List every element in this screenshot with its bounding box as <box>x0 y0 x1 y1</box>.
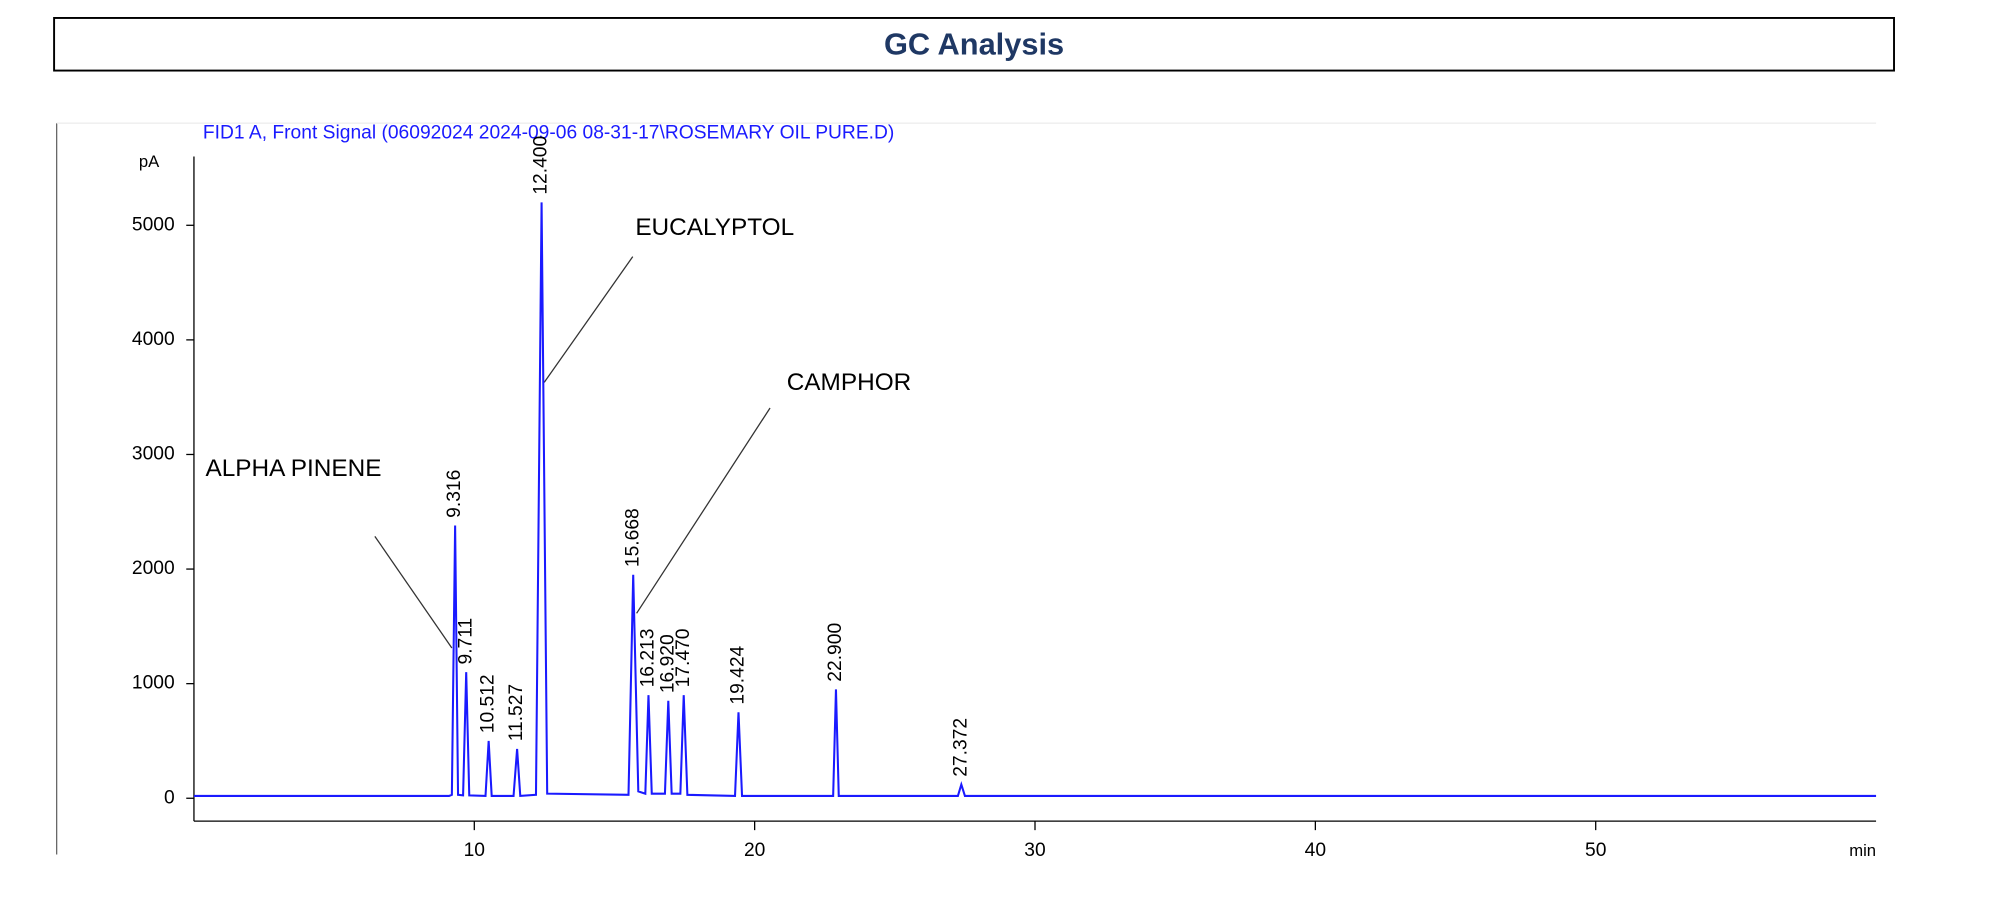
y-tick-label: 1000 <box>132 673 175 694</box>
annotation-leader <box>374 535 453 649</box>
x-tick-label: 50 <box>1585 840 1606 861</box>
peak-label: 10.512 <box>478 674 499 733</box>
x-tick-label: 40 <box>1305 840 1326 861</box>
annotation-leader <box>543 256 634 383</box>
annotation: CAMPHOR <box>787 369 912 396</box>
y-tick-label: 3000 <box>132 444 175 465</box>
peak-label: 19.424 <box>728 645 749 704</box>
peak-label: 22.900 <box>825 623 846 682</box>
peak-label: 11.527 <box>506 684 527 741</box>
y-tick-label: 4000 <box>132 329 175 350</box>
y-tick-label: 5000 <box>132 214 175 235</box>
signal-line <box>193 202 1877 798</box>
peak-label: 17.470 <box>673 629 694 688</box>
x-tick-label: 10 <box>464 840 485 861</box>
peak-label: 12.400 <box>531 136 552 195</box>
chart-subtitle: FID1 A, Front Signal (06092024 2024-09-0… <box>203 123 894 144</box>
peak-label: 27.372 <box>950 718 971 777</box>
x-tick-label: 20 <box>744 840 765 861</box>
peak-label: 9.316 <box>444 470 465 518</box>
title-box <box>53 17 1895 72</box>
x-axis-label: min <box>1849 841 1876 860</box>
annotation: EUCALYPTOL <box>635 214 794 241</box>
peak-label: 15.668 <box>622 508 643 567</box>
annotation-leader <box>636 407 771 614</box>
y-tick-label: 0 <box>164 787 175 808</box>
y-axis-label: pA <box>139 152 160 171</box>
chart-title: GC Analysis <box>884 26 1064 61</box>
peak-label: 16.920 <box>657 634 678 693</box>
y-tick-label: 2000 <box>132 558 175 579</box>
peak-label: 9.711 <box>455 618 476 665</box>
peak-label: 16.213 <box>638 629 659 688</box>
x-tick-label: 30 <box>1024 840 1045 861</box>
annotation: ALPHA PINENE <box>205 455 381 482</box>
